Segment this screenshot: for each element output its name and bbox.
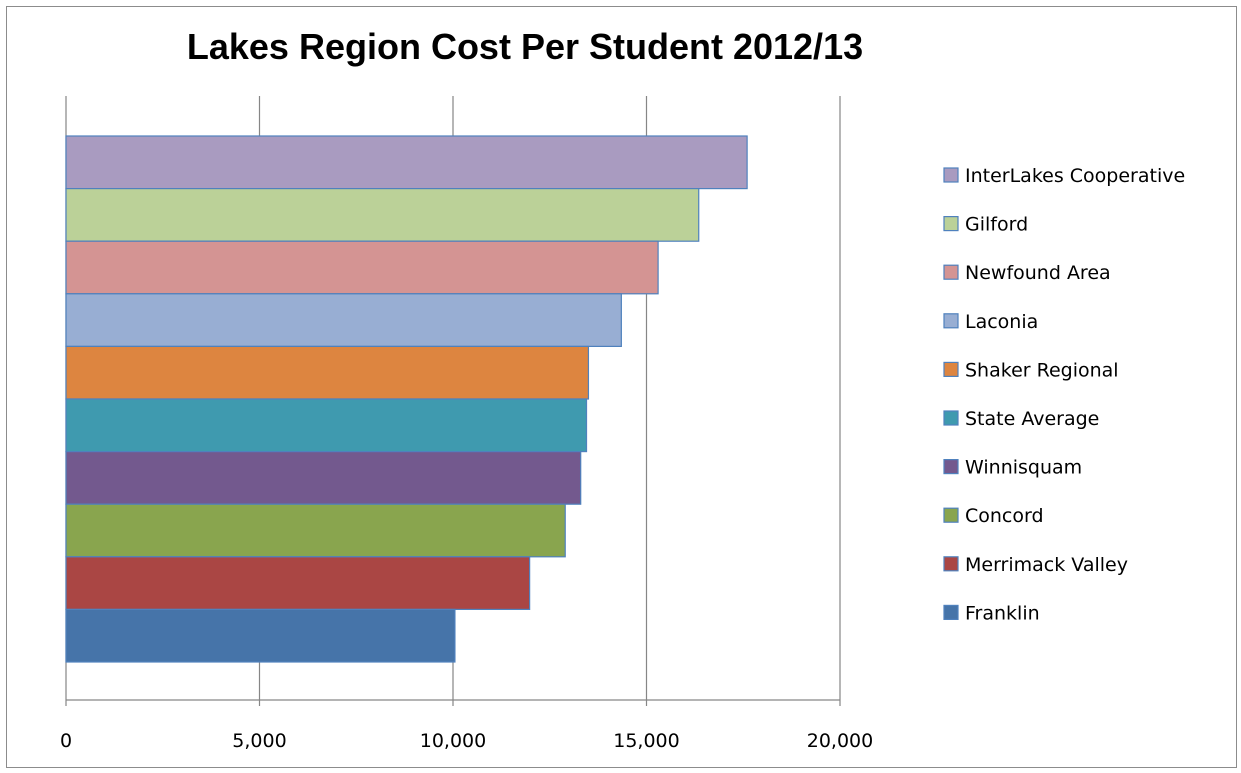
bar-state-average (65, 398, 588, 453)
bar-laconia (65, 293, 622, 347)
bar-shaker-regional (65, 345, 590, 400)
legend-label-7: Concord (965, 505, 1044, 527)
x-axis: 0 5,000 10,000 15,000 20,000 (60, 699, 873, 752)
legend-swatch-3 (943, 313, 959, 329)
legend-swatch-2 (943, 264, 959, 280)
bar-concord (65, 503, 566, 558)
legend-label-9: Franklin (965, 602, 1040, 624)
legend-swatch-7 (943, 507, 959, 523)
x-tick-label-2: 10,000 (420, 730, 486, 752)
legend-label-4: Shaker Regional (965, 359, 1119, 381)
x-tick-label-3: 15,000 (613, 730, 679, 752)
legend-label-6: Winnisquam (965, 457, 1082, 479)
chart-title: Lakes Region Cost Per Student 2012/13 (187, 26, 863, 67)
legend-swatch-8 (943, 556, 959, 572)
legend-swatch-4 (943, 361, 959, 377)
bars (65, 135, 748, 663)
bar-newfound-area (65, 240, 659, 295)
legend-swatch-9 (943, 604, 959, 621)
legend-label-1: Gilford (965, 214, 1028, 236)
legend-swatch-0 (943, 167, 959, 183)
bar-merrimack-valley (65, 556, 531, 610)
legend-label-2: Newfound Area (965, 262, 1111, 284)
legend-swatch-6 (943, 459, 959, 475)
bar-franklin (65, 608, 456, 663)
legend-label-0: InterLakes Cooperative (965, 165, 1185, 187)
legend: InterLakes Cooperative Gilford Newfound Ar… (943, 165, 1185, 624)
legend-label-3: Laconia (965, 311, 1038, 333)
bar-gilford (65, 188, 700, 242)
legend-swatch-5 (943, 410, 959, 426)
bar-interlakes-cooperative (65, 135, 748, 190)
bar-winnisquam (65, 451, 582, 505)
legend-label-5: State Average (965, 408, 1099, 430)
legend-swatch-1 (943, 216, 959, 232)
legend-label-8: Merrimack Valley (965, 554, 1128, 576)
x-tick-label-1: 5,000 (232, 730, 286, 752)
x-tick-label-4: 20,000 (807, 730, 873, 752)
x-tick-label-0: 0 (60, 730, 72, 752)
